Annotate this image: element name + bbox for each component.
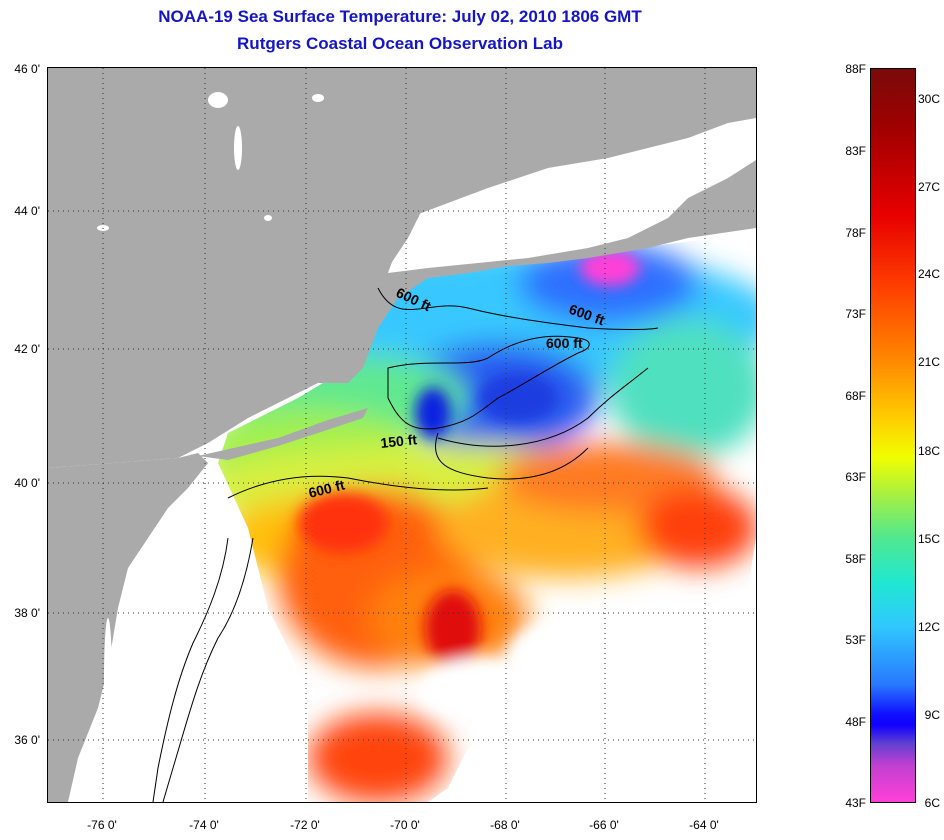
- colorbar-f-88: 88F: [845, 62, 866, 76]
- lat-label-42: 42 0': [14, 342, 40, 356]
- lakes: [97, 92, 324, 738]
- colorbar-c-27: 27C: [917, 180, 940, 194]
- map-subtitle: Rutgers Coastal Ocean Observation Lab: [237, 34, 563, 53]
- temperature-colorbar: [870, 68, 916, 803]
- contour-label-600ft-e: 600 ft: [546, 335, 583, 351]
- colorbar-c-24: 24C: [917, 267, 940, 281]
- colorbar-f-78: 78F: [845, 226, 866, 240]
- lat-label-44: 44 0': [14, 204, 40, 218]
- colorbar-c-9: 9C: [924, 708, 940, 722]
- graticule: [48, 68, 756, 802]
- colorbar-f-43: 43F: [845, 796, 866, 810]
- gulf-of-maine-coast: [388, 118, 756, 273]
- colorbar-f-48: 48F: [845, 715, 866, 729]
- maine-land: [48, 68, 588, 458]
- lon-label-72: -72 0': [290, 818, 320, 832]
- lat-label-46: 46 0': [14, 62, 40, 76]
- lon-label-68: -68 0': [490, 818, 520, 832]
- colorbar-c-15: 15C: [917, 532, 940, 546]
- lon-label-74: -74 0': [189, 818, 219, 832]
- colorbar-f-53: 53F: [845, 633, 866, 647]
- lon-label-76: -76 0': [87, 818, 117, 832]
- colorbar-c-12: 12C: [917, 620, 940, 634]
- bathymetry-contours: [152, 287, 659, 802]
- map-title: NOAA-19 Sea Surface Temperature: July 02…: [158, 7, 642, 26]
- colorbar-f-73: 73F: [845, 307, 866, 321]
- new-hampshire-coast: [318, 198, 428, 348]
- colorbar-c-6: 6C: [924, 796, 940, 810]
- lat-label-36: 36 0': [14, 733, 40, 747]
- sst-data-field: [218, 233, 756, 802]
- colorbar-c-30: 30C: [917, 92, 940, 106]
- colorbar-c-21: 21C: [917, 355, 940, 369]
- lat-label-38: 38 0': [14, 606, 40, 620]
- colorbar-f-63: 63F: [845, 470, 866, 484]
- colorbar-c-18: 18C: [917, 444, 940, 458]
- sst-map[interactable]: 600 ft 600 ft 600 ft 150 ft 600 ft: [47, 67, 757, 803]
- contour-label-150ft: 150 ft: [380, 431, 418, 451]
- lon-label-64: -64 0': [689, 818, 719, 832]
- colorbar-f-58: 58F: [845, 552, 866, 566]
- lon-label-66: -66 0': [589, 818, 619, 832]
- sst-map-canvas: 600 ft 600 ft 600 ft 150 ft 600 ft: [48, 68, 756, 802]
- lat-label-40: 40 0': [14, 476, 40, 490]
- lon-label-70: -70 0': [390, 818, 420, 832]
- colorbar-f-83: 83F: [845, 144, 866, 158]
- colorbar-f-68: 68F: [845, 389, 866, 403]
